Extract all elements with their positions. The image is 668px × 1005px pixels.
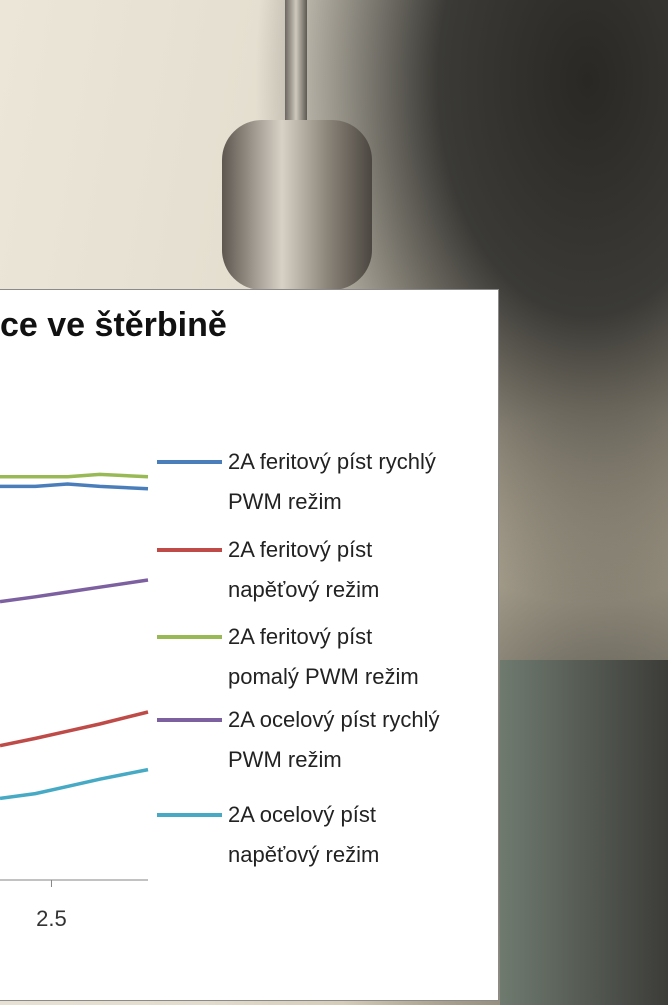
series-line [0,578,149,604]
photo-knob [222,120,372,290]
legend-label: 2A feritový píst pomalý PWM režim [228,624,419,689]
x-tick-label: 2.5 [36,906,67,931]
chart-card [0,289,499,1001]
series-line [0,710,149,748]
legend-label: 2A ocelový píst rychlý PWM režim [228,707,440,772]
chart-title: ce ve štěrbině [0,306,227,344]
legend-label: 2A ocelový píst napěťový režim [228,802,380,867]
legend-label: 2A feritový píst rychlý PWM režim [228,449,436,514]
series-line [0,767,149,801]
legend-label: 2A feritový píst napěťový režim [228,537,380,602]
series-line [0,482,149,491]
photo-frame [500,660,668,1005]
series-line [0,472,149,479]
